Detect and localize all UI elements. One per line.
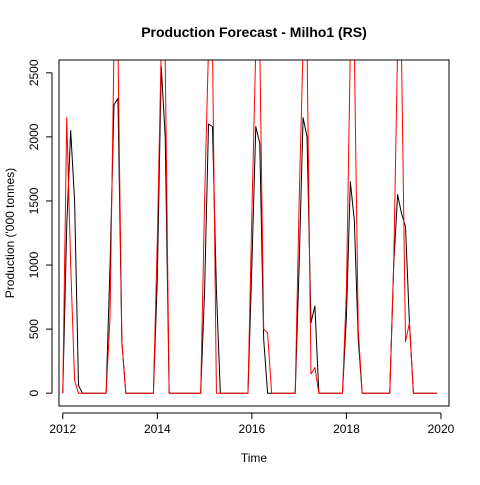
y-tick-label: 1500 (27, 187, 41, 214)
x-axis-label: Time (241, 451, 268, 465)
y-tick-label: 1000 (27, 251, 41, 278)
x-tick-label: 2014 (144, 422, 171, 436)
y-tick-label: 500 (27, 319, 41, 339)
x-tick-label: 2018 (333, 422, 360, 436)
x-tick-label: 2016 (239, 422, 266, 436)
x-tick-label: 2012 (49, 422, 76, 436)
x-tick-label: 2020 (428, 422, 455, 436)
plot-frame (58, 59, 450, 407)
series-layer (62, 60, 438, 394)
y-axis-label: Production ('000 tonnes) (3, 168, 17, 298)
y-tick-label: 2000 (27, 123, 41, 150)
y-tick-label: 2500 (27, 59, 41, 86)
chart-title: Production Forecast - Milho1 (RS) (141, 24, 367, 40)
axes: 2012 2014 2016 2018 2020 0 500 1000 1500 2000 2500 (27, 59, 455, 436)
series-line-2 (62, 60, 438, 394)
y-tick-label: 0 (27, 390, 41, 397)
